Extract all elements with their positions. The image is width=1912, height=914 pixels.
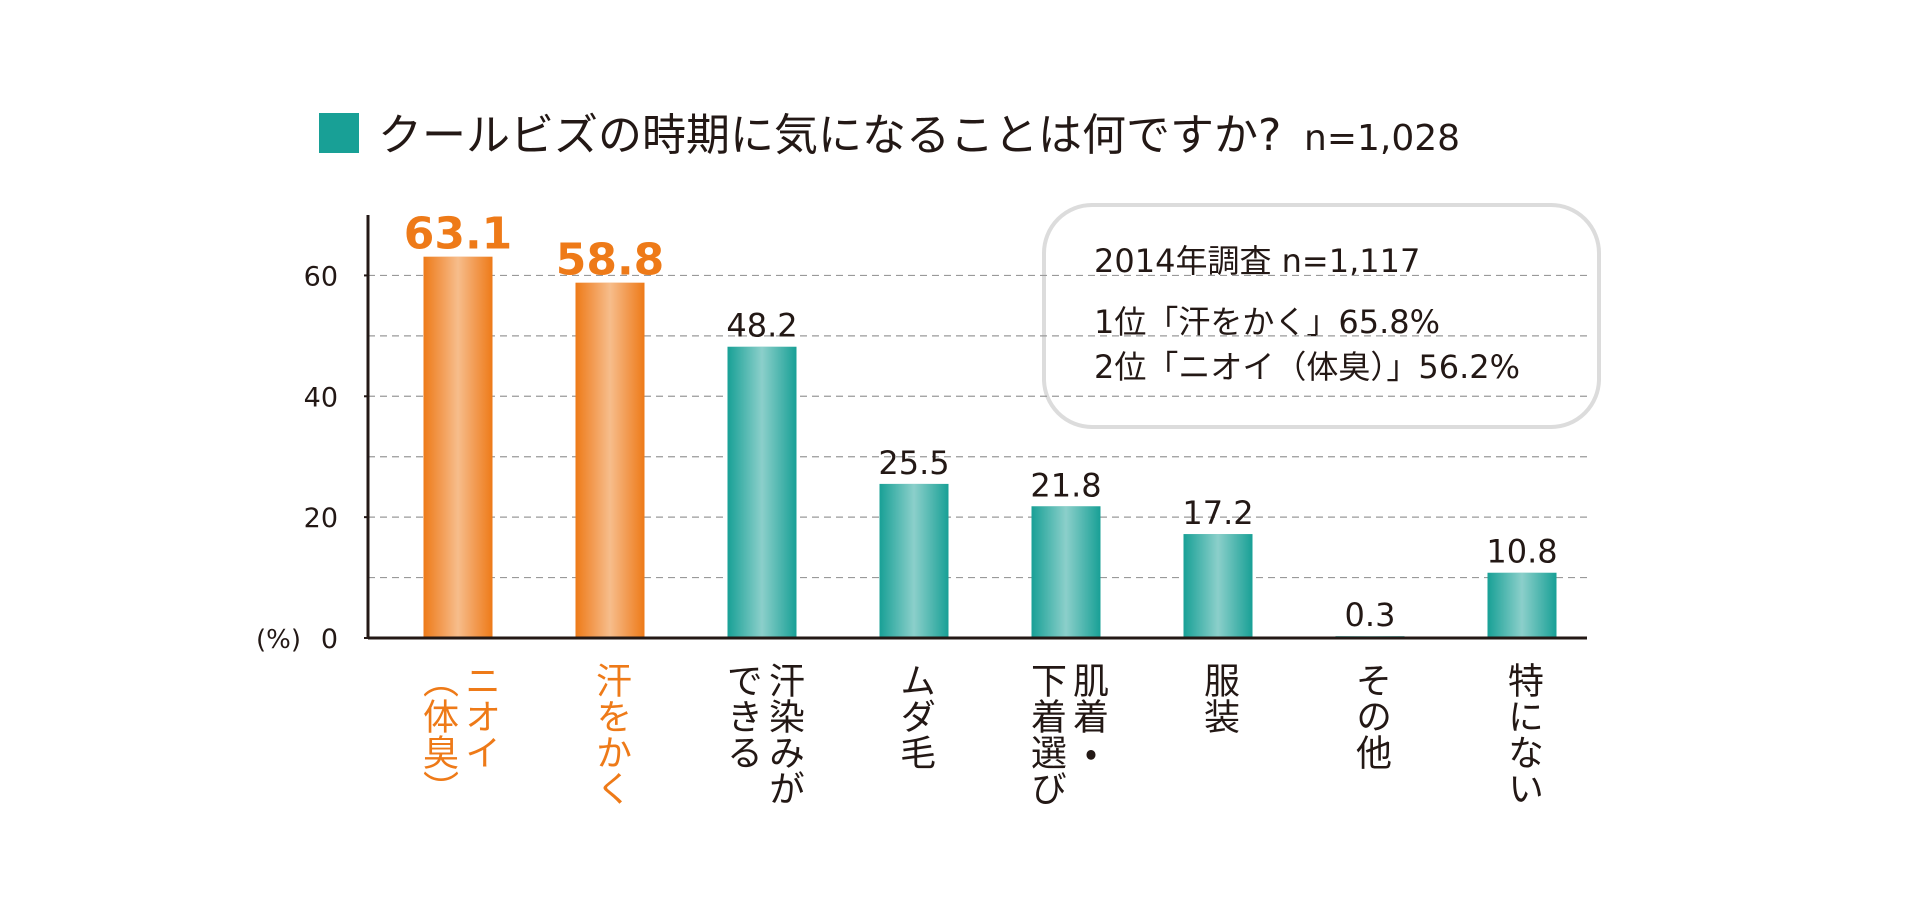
- value-label: 63.1: [404, 209, 513, 260]
- bar-shine: [727, 346, 797, 638]
- annotation-text: 1位「汗をかく」65.8%: [1094, 303, 1440, 341]
- y-tick-label: 20: [304, 503, 338, 534]
- bar-shine: [1183, 534, 1253, 638]
- chart-subtitle: n=1,028: [1304, 118, 1460, 159]
- y-unit-label: (%): [256, 625, 301, 655]
- y-tick-label: 60: [304, 261, 338, 292]
- value-label: 58.8: [556, 235, 665, 286]
- annotation-text: 2位「ニオイ（体臭）」56.2%: [1094, 348, 1520, 386]
- x-tick-label: 特にない: [1502, 662, 1543, 806]
- annotation-box: [1042, 203, 1601, 429]
- x-tick-label: その他: [1350, 662, 1391, 770]
- x-tick-label: ムダ毛: [894, 662, 935, 770]
- value-label: 25.5: [878, 444, 949, 482]
- bar-shine: [1487, 572, 1557, 638]
- annotation-text: 2014年調査 n=1,117: [1094, 242, 1420, 280]
- x-tick-label: 汗をかく: [590, 662, 631, 806]
- title-marker: [319, 113, 359, 153]
- chart-title: クールビズの時期に気になることは何ですか?: [378, 110, 1281, 161]
- bar-shine: [1031, 506, 1101, 638]
- y-tick-label: 40: [304, 382, 338, 413]
- value-label: 17.2: [1182, 494, 1253, 532]
- value-label: 0.3: [1345, 596, 1396, 634]
- value-label: 48.2: [726, 307, 797, 345]
- bar-shine: [575, 282, 645, 638]
- bar-shine: [879, 483, 949, 638]
- value-label: 21.8: [1030, 466, 1101, 504]
- x-tick-label: 肌着・ 下着選び: [1025, 662, 1108, 806]
- value-label: 10.8: [1486, 533, 1557, 571]
- x-tick-label: 服装: [1198, 662, 1239, 734]
- y-tick-label: 0: [321, 624, 338, 655]
- x-tick-label: ニオイ （体臭）: [417, 662, 500, 806]
- bar-shine: [423, 256, 493, 638]
- x-tick-label: 汗染みが できる: [721, 662, 804, 806]
